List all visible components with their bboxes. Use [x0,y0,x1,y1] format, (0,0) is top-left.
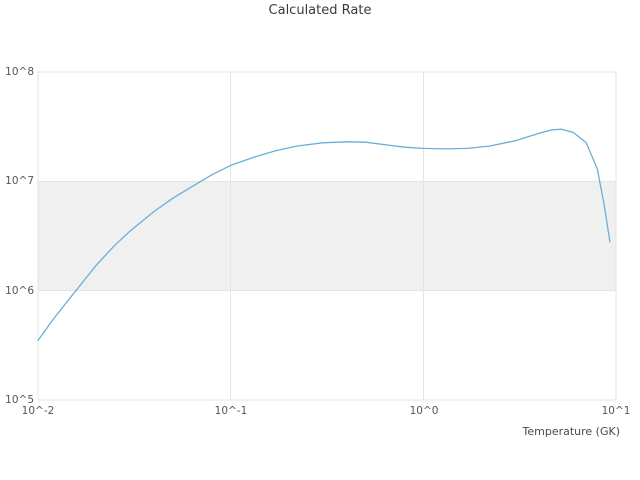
y-tick-label: 10^7 [5,175,34,187]
y-tick-label: 10^6 [5,285,34,297]
band-annotation [38,181,616,291]
x-tick-label: 10^-1 [214,405,248,417]
x-axis-label: Temperature (GK) [522,425,621,438]
y-tick-label: 10^8 [5,66,34,78]
x-tick-label: 10^-2 [21,405,55,417]
rate-line [37,128,611,342]
x-tick-label: 10^0 [409,405,439,417]
y-tick-label: 10^5 [5,394,34,406]
chart-title: Calculated Rate [268,3,372,18]
x-tick-label: 10^1 [601,405,631,417]
